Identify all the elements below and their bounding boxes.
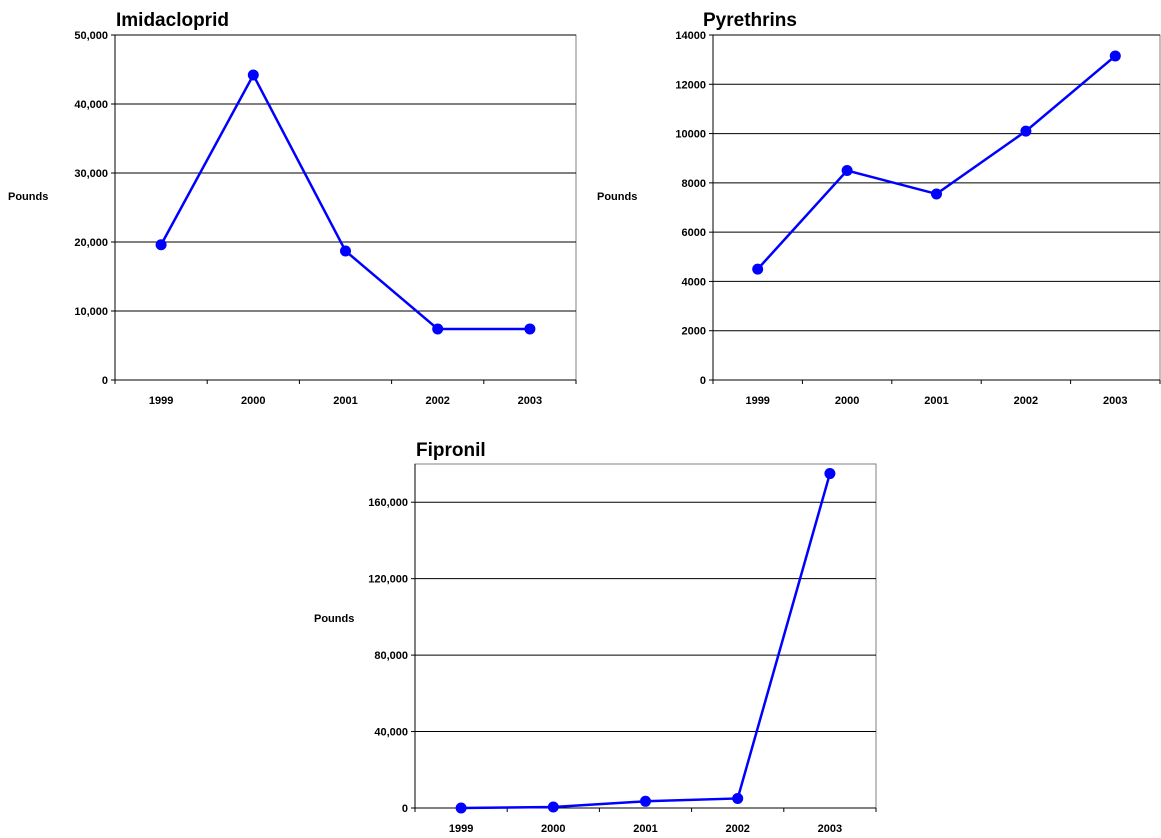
data-point bbox=[548, 802, 559, 813]
data-point bbox=[931, 188, 942, 199]
data-point bbox=[732, 793, 743, 804]
y-tick-label: 12000 bbox=[675, 79, 706, 91]
y-tick-label: 50,000 bbox=[74, 30, 108, 42]
x-tick-label: 2002 bbox=[1014, 395, 1038, 407]
x-tick-label: 2003 bbox=[518, 395, 542, 407]
y-tick-label: 6000 bbox=[682, 227, 706, 239]
y-tick-label: 120,000 bbox=[368, 574, 408, 586]
x-tick-label: 1999 bbox=[149, 395, 173, 407]
x-tick-label: 2000 bbox=[541, 823, 565, 835]
data-point bbox=[752, 264, 763, 275]
data-point bbox=[1020, 126, 1031, 137]
y-tick-label: 0 bbox=[102, 375, 108, 387]
y-axis-label: Pounds bbox=[314, 613, 354, 625]
y-tick-label: 20,000 bbox=[74, 237, 108, 249]
series-line bbox=[161, 75, 530, 329]
y-tick-label: 30,000 bbox=[74, 168, 108, 180]
y-tick-label: 4000 bbox=[682, 276, 706, 288]
y-axis-label: Pounds bbox=[8, 191, 48, 203]
data-point bbox=[1110, 50, 1121, 61]
x-tick-label: 2001 bbox=[633, 823, 657, 835]
x-tick-label: 2002 bbox=[425, 395, 449, 407]
y-tick-label: 14000 bbox=[675, 30, 706, 42]
series-line bbox=[461, 474, 830, 808]
x-tick-label: 2000 bbox=[241, 395, 265, 407]
plot-area bbox=[713, 35, 1160, 380]
y-tick-label: 0 bbox=[700, 375, 706, 387]
data-point bbox=[456, 803, 467, 814]
chart-title: Imidacloprid bbox=[116, 10, 229, 31]
series-line bbox=[758, 56, 1116, 269]
x-tick-label: 2003 bbox=[1103, 395, 1127, 407]
data-point bbox=[824, 468, 835, 479]
y-axis-label: Pounds bbox=[597, 191, 637, 203]
data-point bbox=[640, 796, 651, 807]
data-point bbox=[842, 165, 853, 176]
x-tick-label: 2002 bbox=[725, 823, 749, 835]
x-tick-label: 1999 bbox=[745, 395, 769, 407]
data-point bbox=[156, 239, 167, 250]
y-tick-label: 40,000 bbox=[74, 99, 108, 111]
pyrethrins-chart: Pyrethrins Pounds 0 2000 4000 6000 8000 10000… bbox=[597, 10, 1160, 407]
chart-title: Fipronil bbox=[416, 440, 486, 461]
y-tick-label: 8000 bbox=[682, 178, 706, 190]
x-tick-label: 2001 bbox=[924, 395, 948, 407]
data-point bbox=[432, 323, 443, 334]
y-tick-label: 160,000 bbox=[368, 497, 408, 509]
x-tick-label: 2000 bbox=[835, 395, 859, 407]
y-tick-label: 0 bbox=[402, 803, 408, 815]
imidacloprid-chart: Imidacloprid Pounds 0 10,000 20,000 30,000 4… bbox=[8, 10, 576, 407]
y-tick-label: 80,000 bbox=[374, 650, 408, 662]
data-point bbox=[248, 70, 259, 81]
plot-area bbox=[415, 464, 876, 808]
x-tick-label: 2001 bbox=[333, 395, 357, 407]
chart-title: Pyrethrins bbox=[703, 10, 797, 31]
y-tick-label: 10,000 bbox=[74, 306, 108, 318]
fipronil-chart: Fipronil Pounds 0 40,000 80,000 120,000 160,… bbox=[314, 440, 876, 835]
x-tick-label: 1999 bbox=[449, 823, 473, 835]
y-tick-label: 2000 bbox=[682, 326, 706, 338]
x-tick-label: 2003 bbox=[818, 823, 842, 835]
y-tick-label: 40,000 bbox=[374, 727, 408, 739]
y-tick-label: 10000 bbox=[675, 129, 706, 141]
data-point bbox=[524, 323, 535, 334]
data-point bbox=[340, 245, 351, 256]
